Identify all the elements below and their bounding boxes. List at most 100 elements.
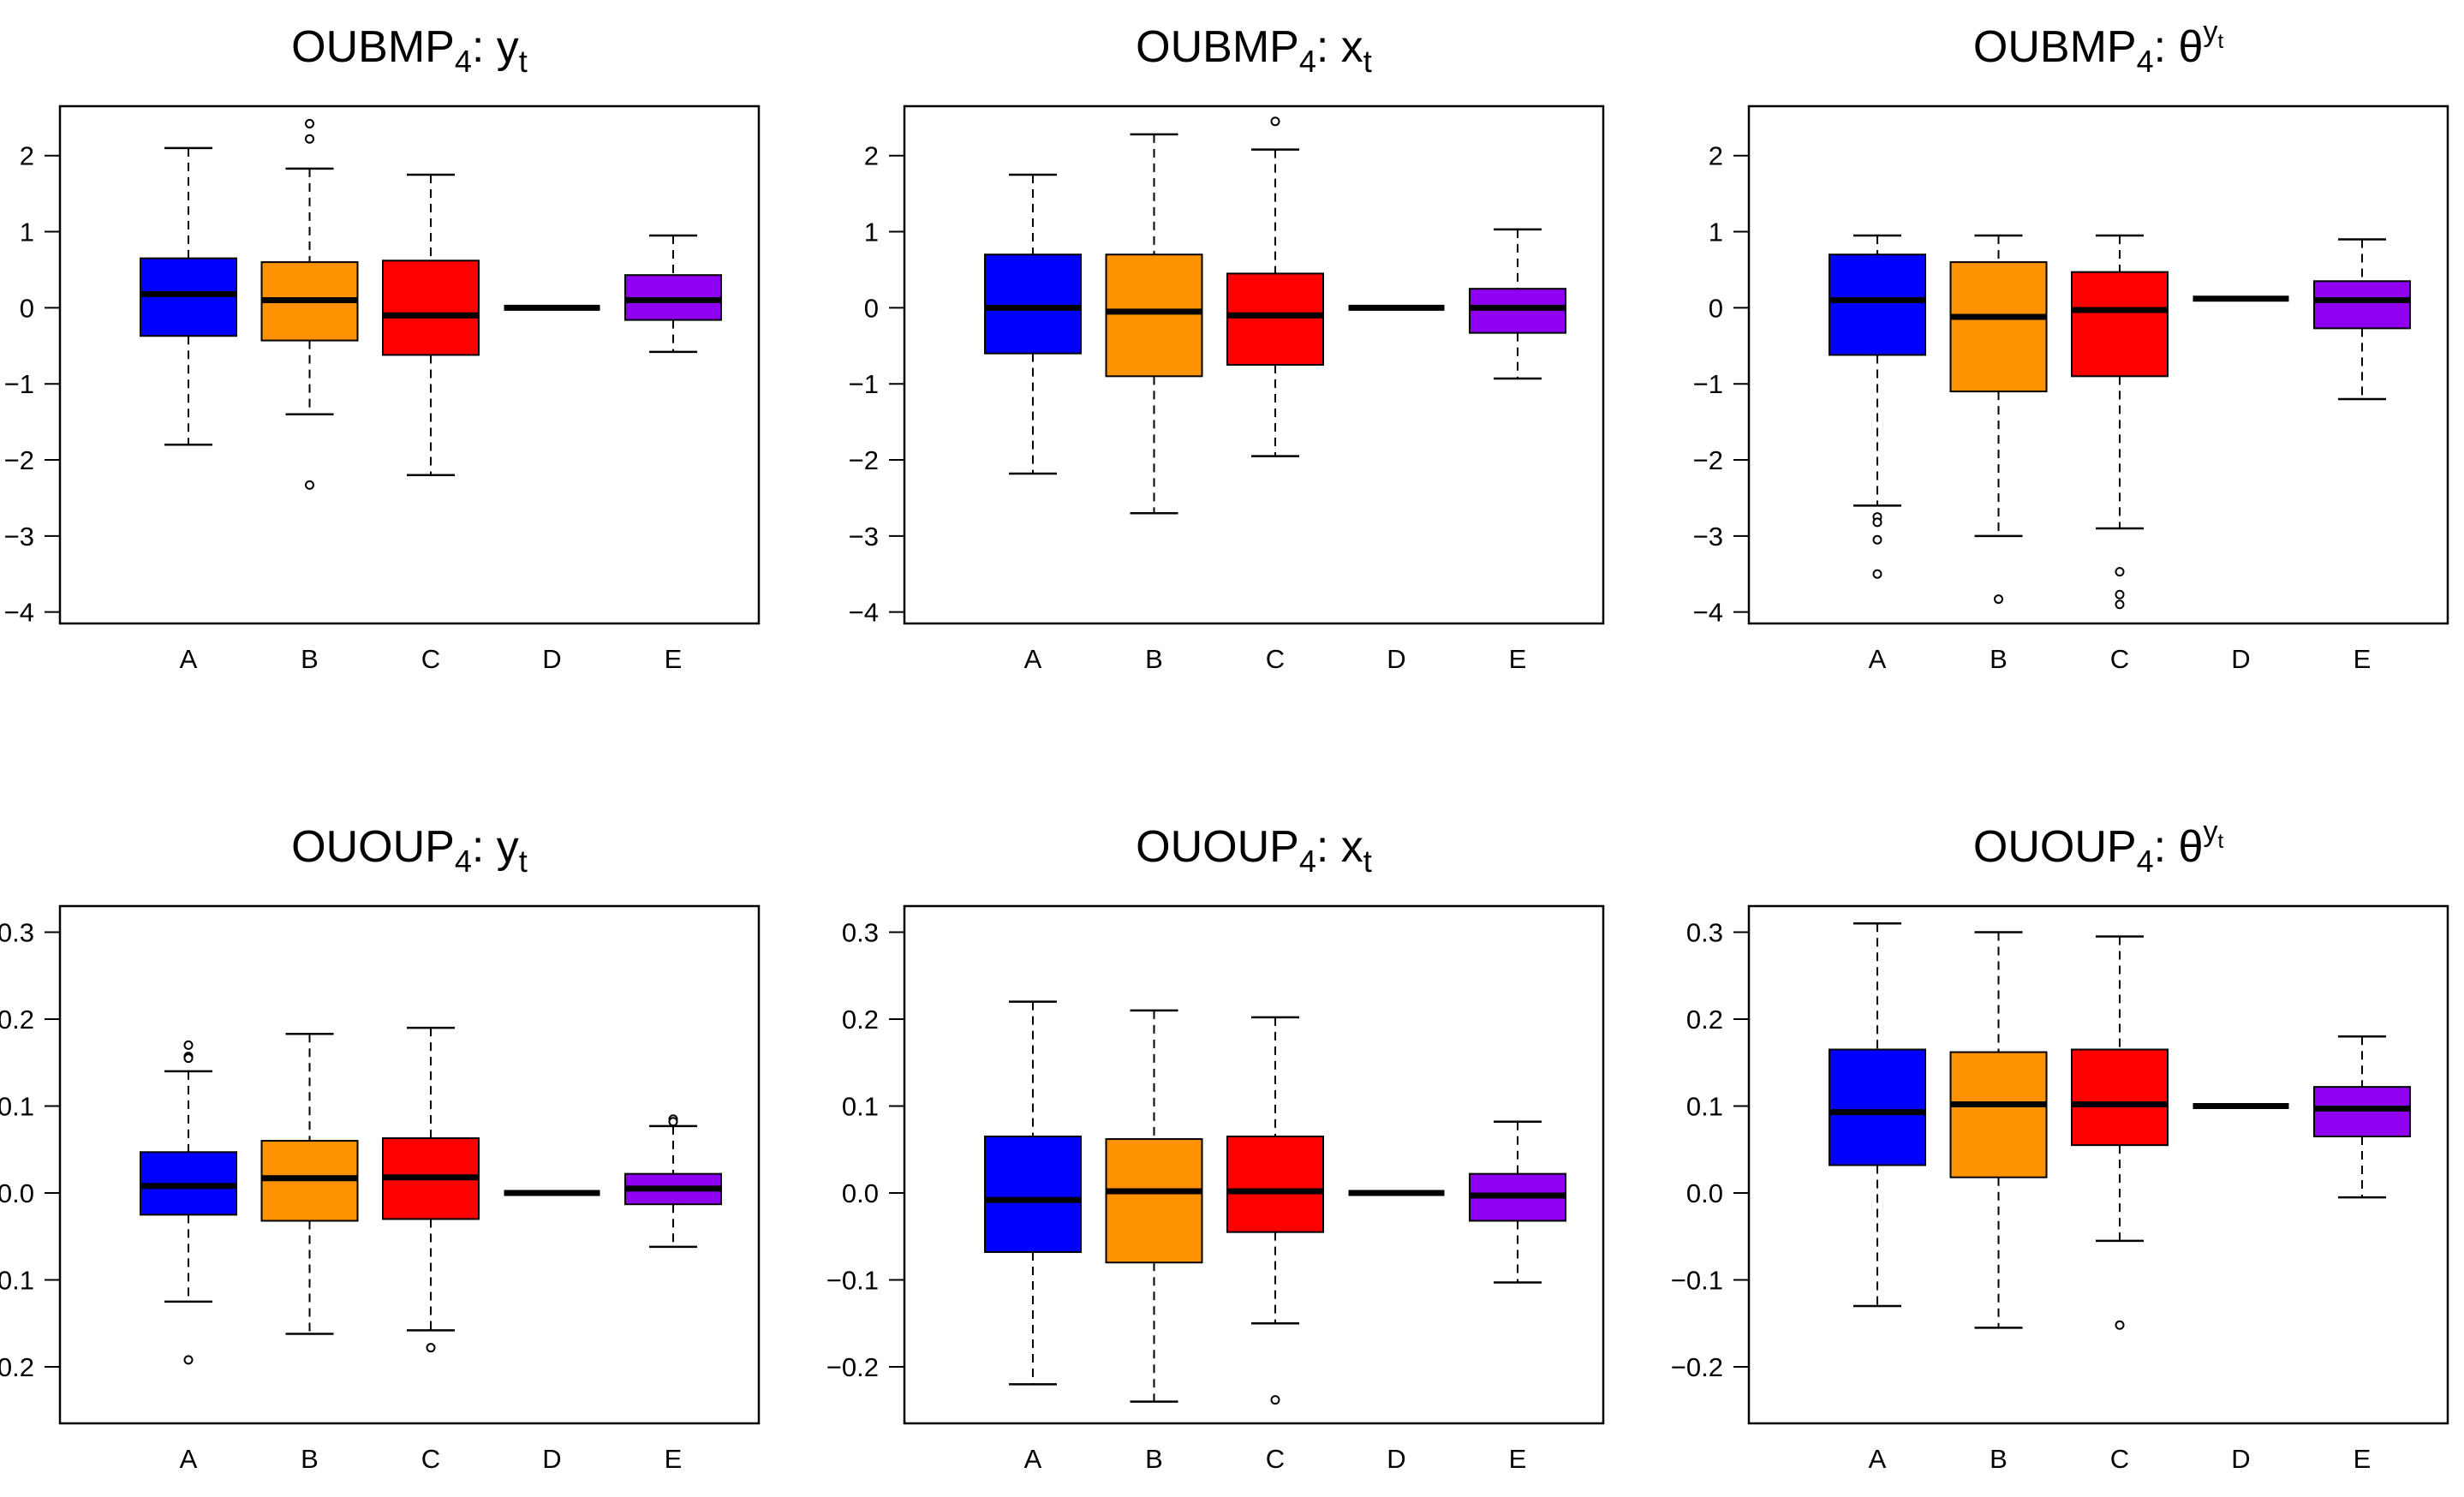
title-main: OUBMP	[291, 22, 455, 72]
iqr-box	[1105, 1138, 1203, 1264]
y-tick-label: −4	[4, 598, 34, 628]
panel-2: OUBMP4: xt −4 −3 −2 −1 0 1 2 A B C D E	[849, 22, 1605, 674]
outlier-point	[305, 134, 314, 144]
box-B	[1105, 133, 1203, 515]
x-tick-label: D	[542, 644, 561, 674]
outlier-point	[426, 1343, 436, 1353]
y-tick-label: 0.3	[842, 917, 879, 947]
x-tick-label: A	[1869, 644, 1887, 674]
outlier-point	[305, 118, 314, 128]
iqr-box	[2071, 271, 2169, 378]
y-tick-label: 2	[1709, 141, 1723, 171]
panel-title: OUBMP4: yt	[291, 22, 528, 79]
box-A	[1829, 922, 1926, 1308]
y-tick-label: −2	[849, 445, 879, 475]
box-E	[624, 1114, 722, 1249]
title-subscript: 4	[455, 44, 472, 79]
y-tick-label: −0.1	[0, 1266, 34, 1296]
title-subscript: 4	[2137, 44, 2154, 79]
iqr-box	[1829, 1048, 1926, 1166]
y-tick-label: 0.3	[0, 917, 34, 947]
title-main: OUBMP	[1973, 22, 2137, 72]
box-A	[984, 1000, 1082, 1386]
panel-3: OUBMP4: θyt −4 −3 −2 −1 0 1 2 A B C D E	[1693, 15, 2449, 674]
title-variable-subscript: t	[519, 844, 528, 879]
box-C	[2071, 935, 2169, 1330]
x-tick-label: B	[1145, 1444, 1163, 1474]
y-tick-label: 0.0	[842, 1178, 879, 1208]
panel-title: OUBMP4: xt	[1136, 22, 1372, 79]
box-E	[2313, 1035, 2411, 1199]
plot-frame	[58, 904, 761, 1425]
title-subscript: 4	[1299, 844, 1316, 879]
plot-frame	[903, 904, 1605, 1425]
y-tick-label: 0.1	[1686, 1091, 1723, 1121]
box-A	[1829, 234, 1926, 579]
title-superscript-subscript: t	[2217, 830, 2223, 853]
y-tick-label: −1	[849, 369, 879, 399]
panel-title: OUOUP4: θyt	[1973, 815, 2224, 879]
y-tick-label: 2	[864, 141, 879, 171]
iqr-box	[2071, 1048, 2169, 1147]
plot-frame	[1747, 904, 2449, 1425]
title-main: OUBMP	[1136, 22, 1299, 72]
panel-6: OUOUP4: θyt −0.2 −0.1 0.0 0.1 0.2 0.3 A B C D E	[1671, 815, 2449, 1474]
x-tick-label: B	[1990, 644, 2008, 674]
title-separator: :	[472, 822, 497, 872]
panel-5: OUOUP4: xt −0.2 −0.1 0.0 0.1 0.2 0.3 A B C D E	[826, 822, 1605, 1474]
y-tick-label: 0	[1709, 293, 1723, 323]
outlier-point	[668, 1117, 678, 1127]
title-variable-superscript: y	[2203, 15, 2217, 48]
iqr-box	[1226, 272, 1324, 367]
y-tick-label: −3	[4, 522, 34, 552]
box-B	[1105, 1009, 1203, 1403]
x-tick-label: C	[2110, 1444, 2129, 1474]
y-tick-label: −0.2	[0, 1352, 34, 1382]
title-variable-subscript: t	[519, 44, 528, 79]
box-A	[140, 146, 237, 446]
title-main: OUOUP	[291, 822, 455, 872]
outlier-point	[2115, 1320, 2125, 1330]
iqr-box	[2313, 1086, 2411, 1138]
box-C	[382, 173, 480, 477]
y-tick-label: −3	[1693, 522, 1723, 552]
panel-1: OUBMP4: yt −4 −3 −2 −1 0 1 2 A B C D E	[4, 22, 761, 674]
y-tick-label: −4	[1693, 598, 1723, 628]
title-subscript: 4	[1299, 44, 1316, 79]
x-tick-label: D	[1387, 1444, 1405, 1474]
outlier-point	[1270, 116, 1280, 127]
x-tick-label: C	[2110, 644, 2129, 674]
panel-title: OUBMP4: θyt	[1973, 15, 2224, 79]
outlier-point	[1994, 594, 2003, 605]
box-C	[1226, 1016, 1324, 1405]
y-tick-label: 0.0	[0, 1178, 34, 1208]
y-tick-label: 1	[20, 218, 34, 248]
y-tick-label: 2	[20, 141, 34, 171]
title-variable: y	[497, 822, 519, 872]
iqr-box	[140, 257, 237, 337]
title-superscript-subscript: t	[2217, 30, 2223, 53]
box-C	[1226, 116, 1324, 457]
box-E	[1469, 1120, 1566, 1284]
y-tick-label: 0.1	[0, 1091, 34, 1121]
x-tick-label: C	[1266, 1444, 1285, 1474]
x-tick-label: C	[421, 644, 440, 674]
panel-title: OUOUP4: xt	[1136, 822, 1372, 879]
x-tick-label: B	[1990, 1444, 2008, 1474]
y-tick-label: −0.2	[826, 1352, 879, 1382]
title-variable: x	[1341, 822, 1363, 872]
box-B	[1949, 931, 2048, 1329]
outlier-point	[183, 1040, 194, 1050]
title-variable-subscript: t	[1363, 44, 1372, 79]
plot-frame	[1747, 104, 2449, 625]
x-tick-label: C	[421, 1444, 440, 1474]
x-tick-label: E	[1509, 1444, 1527, 1474]
box-E	[2313, 238, 2411, 401]
title-separator: :	[1316, 22, 1341, 72]
outlier-point	[1872, 569, 1882, 579]
iqr-box	[1949, 261, 2048, 393]
title-variable: x	[1341, 22, 1363, 72]
y-tick-label: −1	[1693, 369, 1723, 399]
box-B	[260, 1032, 359, 1335]
x-tick-label: D	[2231, 644, 2250, 674]
